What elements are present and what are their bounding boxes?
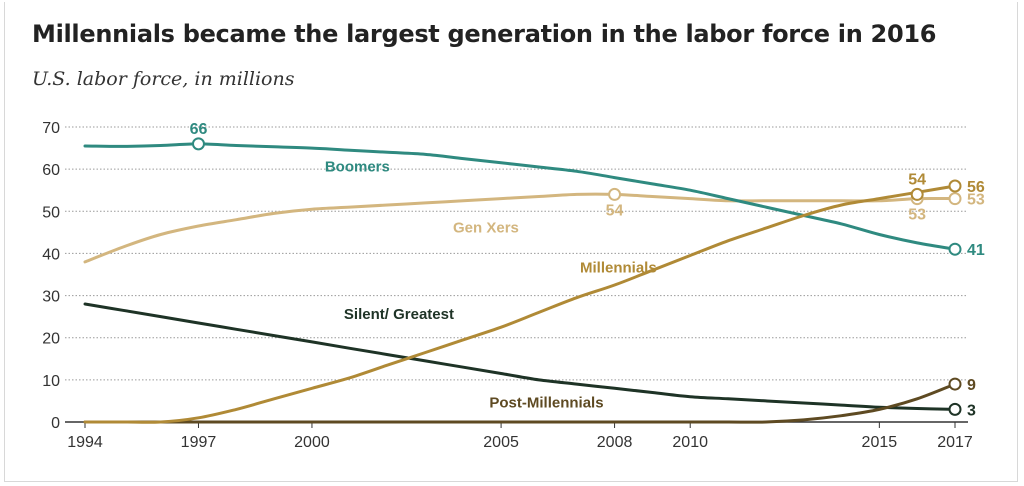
chart-subtitle: U.S. labor force, in millions xyxy=(32,68,295,90)
chart-title: Millennials became the largest generatio… xyxy=(32,20,937,48)
series-labels: Boomers Gen Xers Millennials Silent/ Greate… xyxy=(325,158,657,411)
data-label: 53 xyxy=(908,207,926,224)
data-point-marker xyxy=(948,377,962,391)
data-label: 9 xyxy=(967,377,976,394)
data-point-marker xyxy=(608,187,622,201)
value-markers: 66 41 54 53 53 54 56 3 9 xyxy=(190,121,985,420)
y-tick-label: 50 xyxy=(42,204,60,221)
chart-frame xyxy=(4,2,1018,482)
data-label: 41 xyxy=(967,242,985,259)
x-tick-label: 1997 xyxy=(181,434,217,451)
data-label: 54 xyxy=(908,171,926,188)
series-label-millennials: Millennials xyxy=(580,259,657,276)
y-tick-label: 30 xyxy=(42,289,60,306)
y-tick-label: 0 xyxy=(51,415,60,432)
data-label: 3 xyxy=(967,402,976,419)
data-point-marker xyxy=(948,179,962,193)
series-label-boomers: Boomers xyxy=(325,158,390,175)
y-tick-label: 60 xyxy=(42,162,60,179)
y-tick-label: 10 xyxy=(42,373,60,390)
y-tick-label: 40 xyxy=(42,246,60,263)
gridlines xyxy=(65,126,968,423)
x-tick-label: 2015 xyxy=(862,434,898,451)
x-tick-label: 2005 xyxy=(483,434,519,451)
data-point-marker xyxy=(191,137,205,151)
data-point-marker xyxy=(910,187,924,201)
x-tick-label: 2010 xyxy=(672,434,708,451)
series-line-boomers xyxy=(83,142,957,251)
data-label: 66 xyxy=(190,121,208,138)
series-line-gen-xers xyxy=(83,192,957,264)
x-tick-label: 2000 xyxy=(294,434,330,451)
series-label-post-millennials: Post-Millennials xyxy=(489,394,603,411)
x-tick-label: 2017 xyxy=(937,434,973,451)
data-label: 56 xyxy=(967,179,985,196)
y-tick-label: 70 xyxy=(42,120,60,137)
y-axis-ticks: 0 10 20 30 40 50 60 70 xyxy=(42,120,60,432)
series-lines xyxy=(83,142,957,424)
x-tick-label: 1994 xyxy=(67,434,103,451)
y-tick-label: 20 xyxy=(42,331,60,348)
data-point-marker xyxy=(948,192,962,206)
series-label-silent-greatest: Silent/ Greatest xyxy=(344,306,454,323)
series-line-silent-greatest xyxy=(83,302,957,411)
series-line-millennials xyxy=(83,184,957,424)
data-point-marker xyxy=(948,402,962,416)
series-label-gen-xers: Gen Xers xyxy=(453,219,519,236)
x-axis-ticks: 1994 1997 2000 2005 2008 2010 2015 2017 xyxy=(67,422,973,451)
series-line-post-millennials xyxy=(83,382,957,424)
data-label: 54 xyxy=(606,202,624,219)
data-label: 53 xyxy=(967,192,985,209)
x-tick-label: 2008 xyxy=(597,434,633,451)
data-point-marker xyxy=(948,242,962,256)
